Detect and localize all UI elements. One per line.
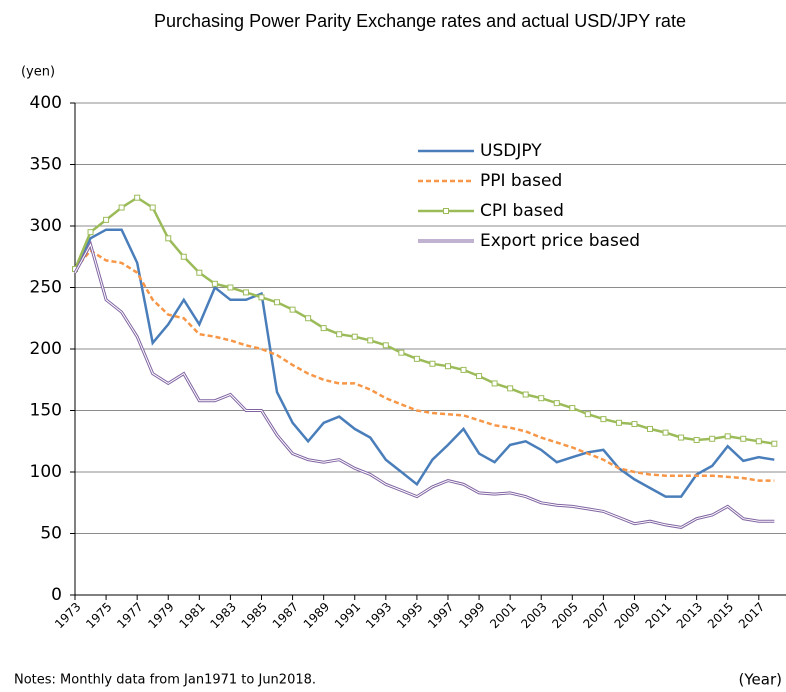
marker xyxy=(242,289,249,296)
marker xyxy=(460,366,467,373)
marker xyxy=(771,440,778,447)
marker xyxy=(413,355,420,362)
marker xyxy=(382,342,389,349)
y-tick-label: 200 xyxy=(30,339,62,359)
x-axis-label: (Year) xyxy=(739,671,782,689)
series-line xyxy=(73,196,775,445)
chart-title: Purchasing Power Parity Exchange rates a… xyxy=(154,11,686,31)
y-tick-label: 50 xyxy=(40,524,62,544)
legend-label: CPI based xyxy=(480,201,564,221)
marker xyxy=(87,229,94,236)
x-tick-label: 2001 xyxy=(487,600,518,631)
series-line xyxy=(73,240,775,529)
series-line-inner xyxy=(74,243,775,528)
marker xyxy=(320,325,327,332)
marker xyxy=(553,400,560,407)
marker xyxy=(211,280,218,287)
marker xyxy=(351,333,358,340)
x-tick-label: 1989 xyxy=(301,600,332,631)
marker xyxy=(615,419,622,426)
marker xyxy=(165,235,172,242)
x-tick-label: 1981 xyxy=(176,600,207,631)
marker xyxy=(584,411,591,418)
marker xyxy=(258,294,265,301)
marker xyxy=(149,204,156,211)
marker xyxy=(755,438,762,445)
marker xyxy=(678,434,685,441)
x-tick-label: 1985 xyxy=(239,600,270,631)
series-line xyxy=(73,228,775,498)
marker xyxy=(336,331,343,338)
y-tick-label: 350 xyxy=(30,155,62,175)
marker xyxy=(662,429,669,436)
marker xyxy=(740,435,747,442)
y-tick-label: 300 xyxy=(30,216,62,236)
x-tick-label: 2017 xyxy=(736,600,767,631)
marker xyxy=(476,373,483,380)
marker xyxy=(444,363,451,370)
marker xyxy=(118,204,125,211)
marker xyxy=(305,315,312,322)
x-tick-label: 1979 xyxy=(145,600,176,631)
marker xyxy=(289,306,296,313)
marker xyxy=(227,284,234,291)
legend-marker xyxy=(443,208,449,214)
marker xyxy=(724,433,731,440)
marker xyxy=(429,360,436,367)
x-tick-label: 2013 xyxy=(674,600,705,631)
x-tick-label: 2003 xyxy=(518,600,549,631)
y-tick-label: 0 xyxy=(51,585,62,605)
marker xyxy=(274,299,281,306)
legend-label: PPI based xyxy=(480,171,562,191)
x-tick-label: 2015 xyxy=(705,600,736,631)
marker xyxy=(507,385,514,392)
note: Notes: Monthly data from Jan1971 to Jun2… xyxy=(14,673,316,688)
x-tick-label: 1975 xyxy=(83,600,114,631)
legend-label: USDJPY xyxy=(480,141,542,161)
marker xyxy=(538,395,545,402)
marker xyxy=(631,421,638,428)
x-tick-label: 1983 xyxy=(208,600,239,631)
y-tick-label: 150 xyxy=(30,401,62,421)
x-tick-label: 1999 xyxy=(456,600,487,631)
marker xyxy=(600,416,607,423)
x-tick-label: 2007 xyxy=(580,600,611,631)
y-tick-label: 250 xyxy=(30,278,62,298)
x-tick-label: 1997 xyxy=(425,600,456,631)
y-axis-label: (yen) xyxy=(21,65,55,80)
marker xyxy=(522,391,529,398)
x-tick-label: 1991 xyxy=(332,600,363,631)
y-tick-label: 400 xyxy=(30,93,62,113)
x-tick-label: 1987 xyxy=(270,600,301,631)
marker xyxy=(103,216,110,223)
marker xyxy=(491,380,498,387)
legend-label: Export price based xyxy=(480,231,640,251)
y-tick-label: 100 xyxy=(30,462,62,482)
marker xyxy=(367,337,374,344)
series-line xyxy=(74,248,775,482)
x-tick-label: 2009 xyxy=(612,600,643,631)
marker xyxy=(196,269,203,276)
marker xyxy=(647,425,654,432)
x-tick-label: 2011 xyxy=(643,600,674,631)
marker xyxy=(398,349,405,356)
marker xyxy=(134,194,141,201)
marker xyxy=(709,435,716,442)
marker xyxy=(569,405,576,412)
x-tick-label: 2005 xyxy=(549,600,580,631)
marker xyxy=(180,253,187,260)
x-tick-label: 1993 xyxy=(363,600,394,631)
x-tick-label: 1995 xyxy=(394,600,425,631)
marker xyxy=(693,437,700,444)
x-tick-label: 1977 xyxy=(114,600,145,631)
